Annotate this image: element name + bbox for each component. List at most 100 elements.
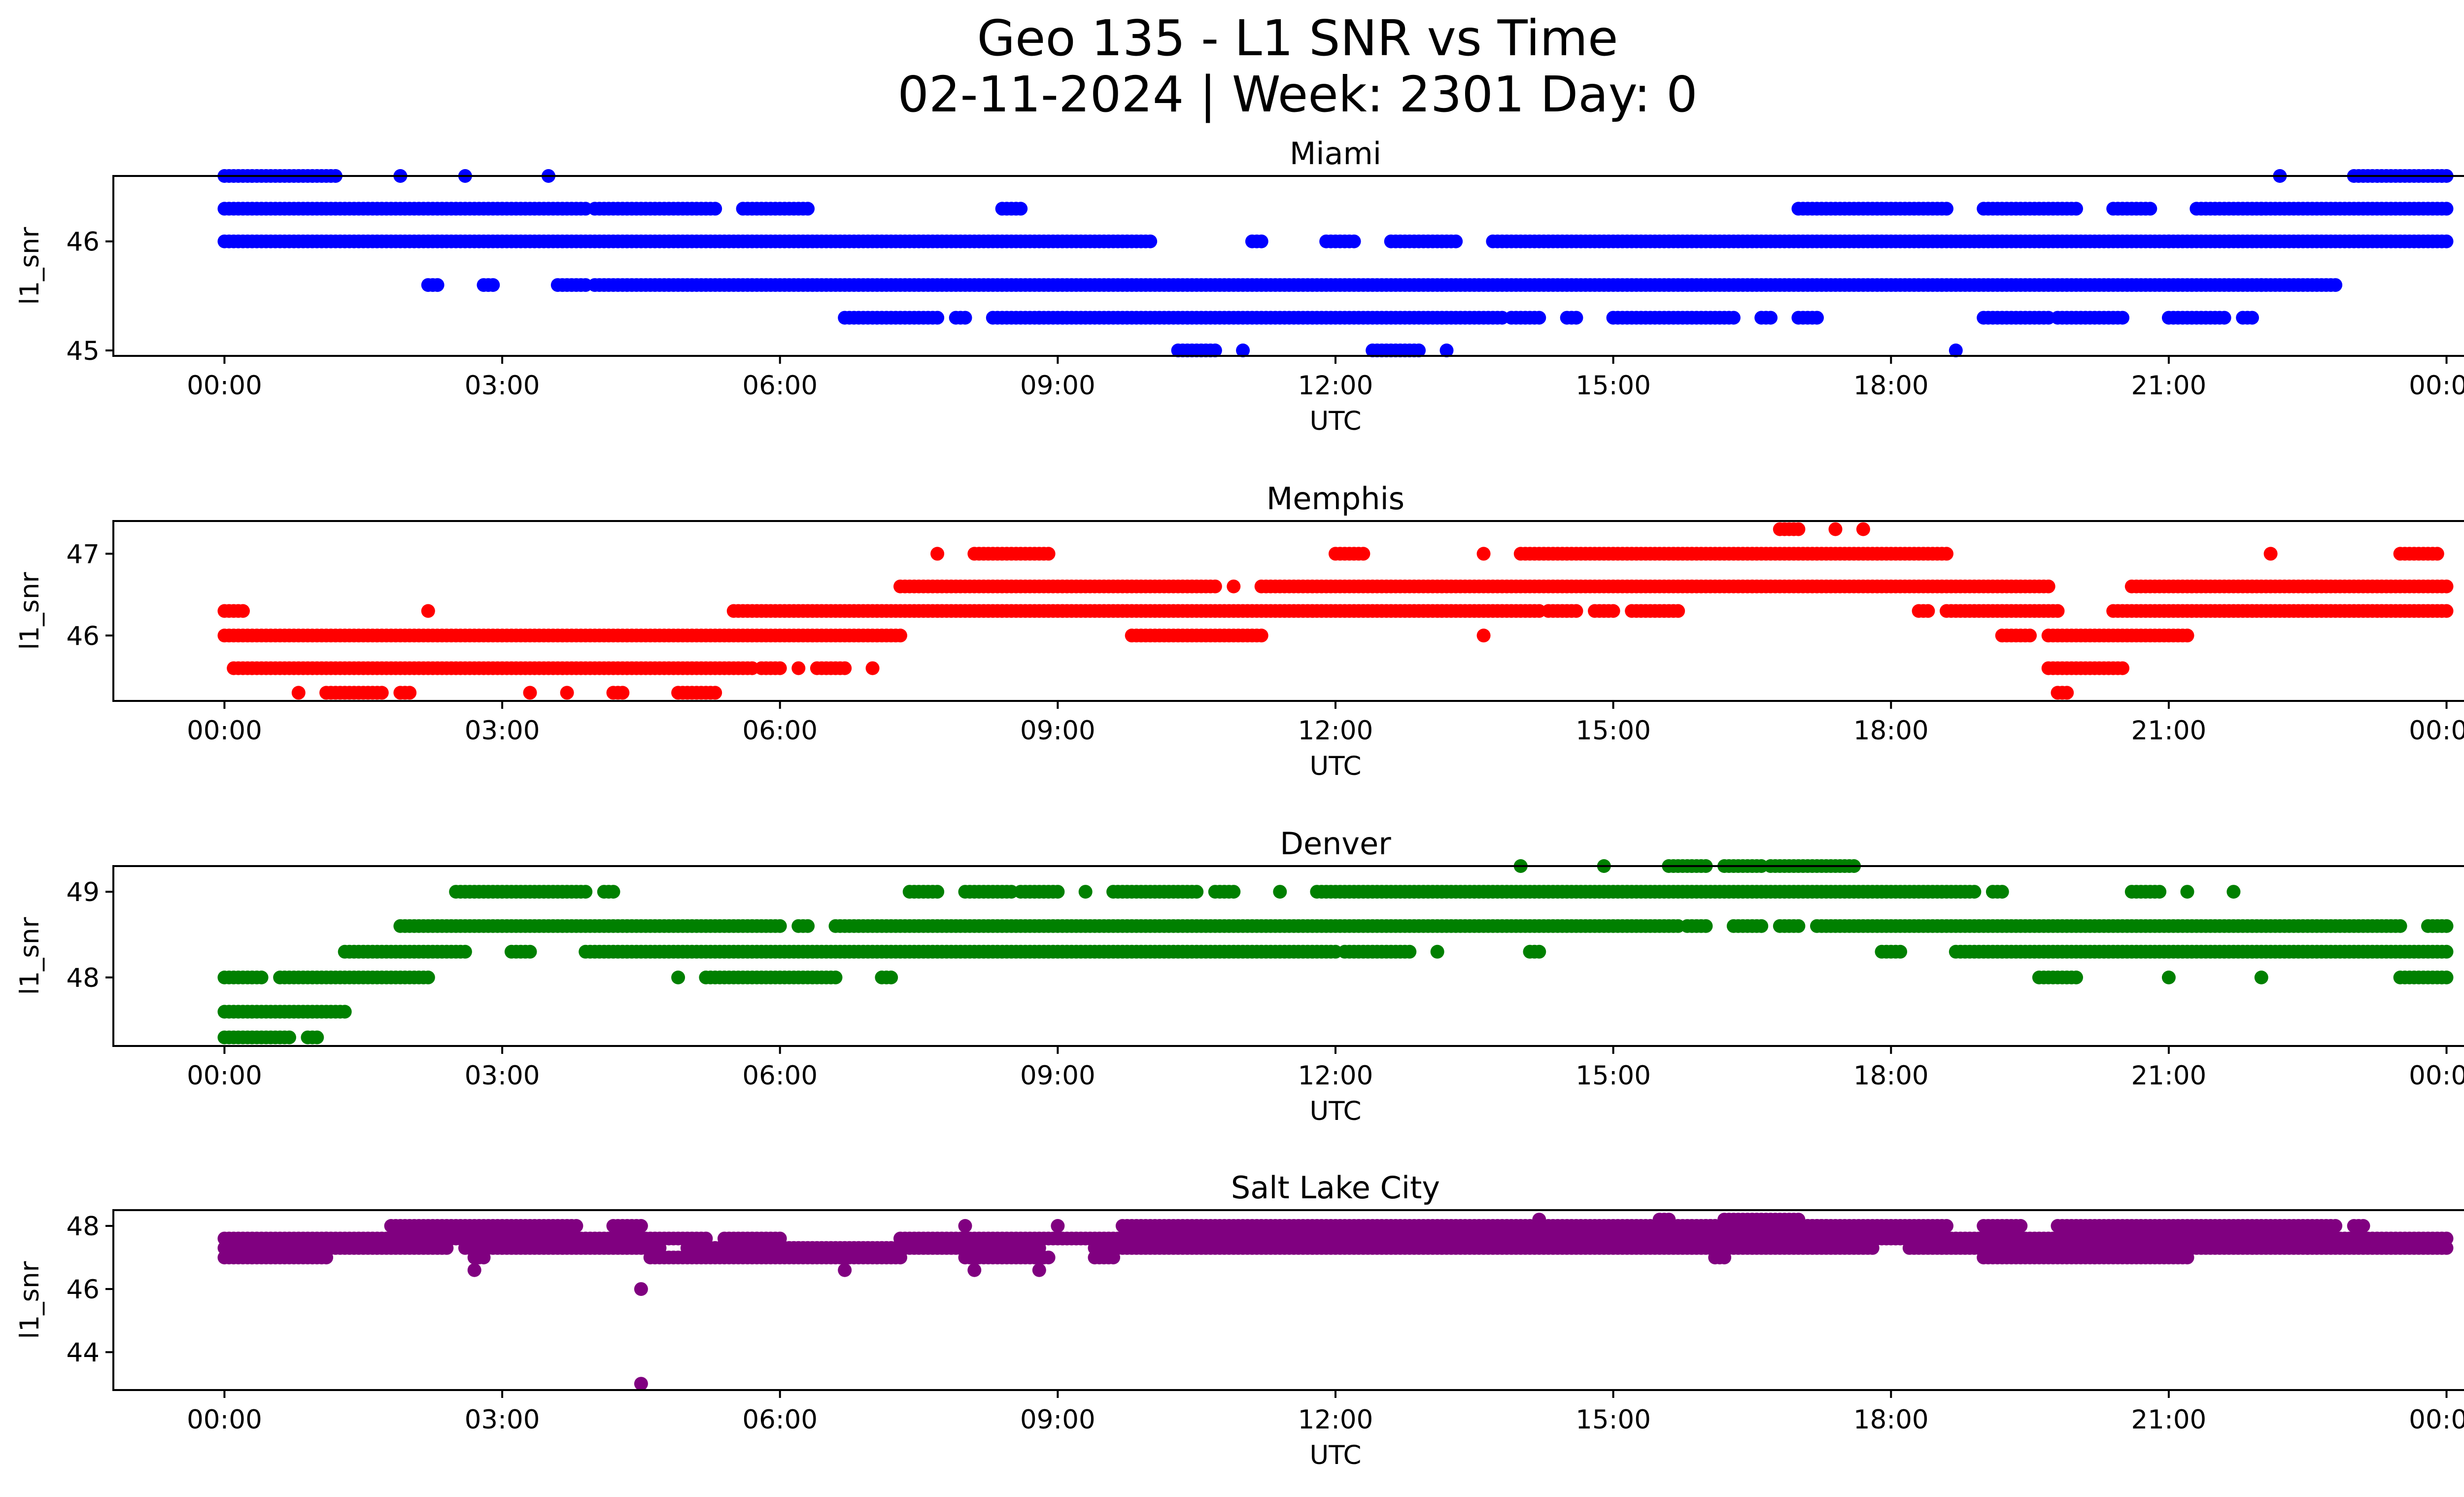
x-tick-label: 09:00 [1020,716,1095,746]
x-tick-label: 18:00 [1853,716,1929,746]
chart-subtitle: 02-11-2024 | Week: 2301 Day: 0 [897,66,1697,123]
x-tick-label: 00:00 [187,371,262,401]
panel-title: Miami [1290,136,1381,172]
x-tick-label: 21:00 [2131,716,2207,746]
data-point [523,945,537,959]
y-tick-label: 49 [67,877,100,907]
data-point [2357,1219,2370,1233]
y-axis-label: l1_snr [15,227,45,305]
data-point [2162,971,2176,984]
x-tick-label: 15:00 [1575,1061,1651,1091]
data-point [2153,885,2166,899]
data-point [708,202,722,215]
data-point [838,661,852,675]
data-point [2116,311,2129,325]
data-point [1829,522,1843,536]
data-point [634,1219,648,1233]
subplot-grid: Miami 00:00 03:00 06:00 09:00 12:00 15:00 18:00… [15,136,2464,1470]
data-point [486,278,500,292]
x-axis-label: UTC [1309,1096,1361,1126]
data-point [1940,547,1953,560]
data-point [282,1031,296,1044]
data-point [1255,235,1268,248]
data-point [2143,202,2157,215]
data-point [1967,885,1981,899]
data-point [1014,202,1027,215]
x-tick-label: 06:00 [742,1061,818,1091]
data-point [607,885,620,899]
data-point [930,547,944,560]
data-point [2014,1219,2027,1233]
data-point [2218,311,2231,325]
data-point [2440,919,2454,933]
y-tick-label: 45 [67,336,100,366]
data-point [2440,580,2454,593]
data-point [1273,885,1287,899]
data-point [310,1031,324,1044]
data-point [403,686,416,699]
x-tick-label: 09:00 [1020,1061,1095,1091]
panel-title: Salt Lake City [1231,1170,1440,1206]
data-point [2328,1219,2342,1233]
x-tick-label: 03:00 [465,716,540,746]
data-point [375,686,389,699]
data-point [2051,604,2065,618]
data-point [2394,919,2407,933]
series-points [218,169,2454,357]
data-point [930,885,944,899]
data-point [1754,919,1768,933]
x-tick-label: 18:00 [1853,1061,1929,1091]
data-point [1810,311,1824,325]
data-point [1893,945,1907,959]
x-tick-label: 00:00 [2409,371,2464,401]
data-point [560,686,574,699]
data-point [1607,604,1620,618]
series-points [218,859,2454,1044]
x-axis-label: UTC [1309,751,1361,781]
data-point [2440,971,2454,984]
x-tick-label: 00:00 [2409,1061,2464,1091]
data-point [2116,661,2129,675]
data-point [579,885,592,899]
data-point [616,686,629,699]
data-point [2328,278,2342,292]
x-tick-label: 12:00 [1298,1061,1373,1091]
data-point [1477,628,1491,642]
x-tick-label: 09:00 [1020,371,1095,401]
x-tick-label: 00:00 [187,716,262,746]
data-point [1051,885,1064,899]
x-tick-label: 06:00 [742,716,818,746]
y-tick-label: 46 [67,227,100,257]
x-tick-label: 21:00 [2131,371,2207,401]
data-point [1940,1219,1953,1233]
x-tick-label: 00:00 [2409,716,2464,746]
data-point [236,604,250,618]
data-point [440,1241,453,1255]
data-point [1079,885,1093,899]
data-point [1570,604,1583,618]
series-points [218,522,2454,700]
data-point [1208,580,1222,593]
data-point [1532,311,1546,325]
data-point [2245,311,2259,325]
data-point [2181,628,2194,642]
data-point [1699,919,1713,933]
data-point [2430,547,2444,560]
data-point [421,971,435,984]
data-point [893,628,907,642]
data-point [1227,580,1240,593]
data-point [1764,311,1778,325]
data-point [791,661,805,675]
data-point [773,661,787,675]
data-point [1190,885,1203,899]
data-point [884,971,898,984]
data-point [1671,604,1685,618]
data-point [801,919,815,933]
x-tick-label: 21:00 [2131,1061,2207,1091]
data-point [930,311,944,325]
